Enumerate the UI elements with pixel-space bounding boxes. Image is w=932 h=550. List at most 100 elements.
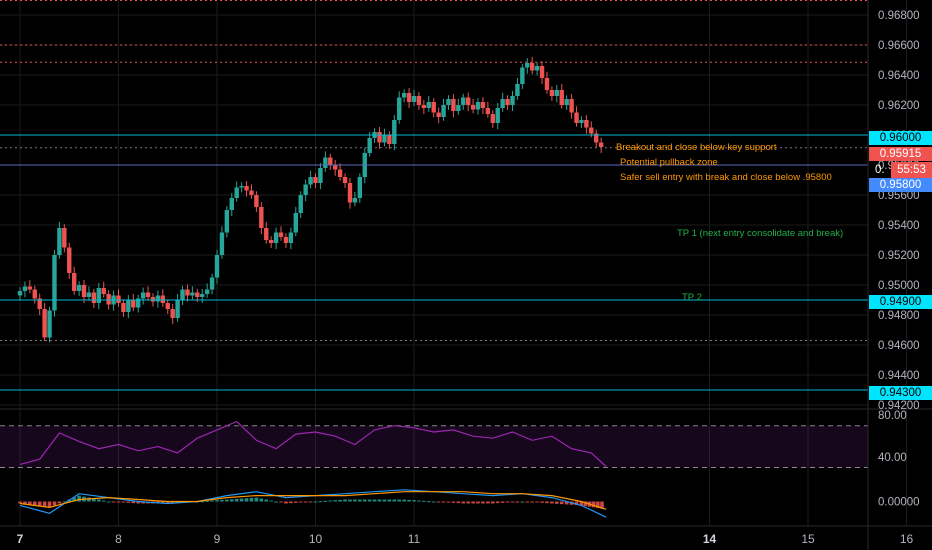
macd-hist-bar: [234, 498, 239, 502]
macd-hist-bar: [596, 501, 600, 509]
macd-hist-bar: [294, 501, 298, 503]
macd-hist-bar: [358, 499, 362, 502]
candle-body: [219, 232, 225, 255]
macd-hist-bar: [540, 501, 544, 503]
macd-hist-bar: [215, 500, 219, 502]
macd-hist-bar: [279, 501, 283, 503]
candle-body: [539, 66, 545, 78]
macd-hist-bar: [136, 501, 140, 504]
x-tick-label: 7: [17, 532, 24, 546]
macd-hist-bar: [530, 501, 534, 503]
candle-body: [278, 232, 284, 237]
macd-hist-bar: [264, 499, 269, 502]
candle-body: [505, 99, 510, 105]
macd-hist-bar: [397, 499, 402, 502]
candle-body: [480, 102, 486, 108]
candle-body: [67, 247, 72, 273]
annotation-breakout: Breakout and close below key support: [616, 142, 777, 153]
candle-body: [510, 96, 515, 105]
candle-body: [249, 190, 254, 195]
macd-hist-bar: [52, 501, 57, 506]
candle-body: [569, 99, 574, 113]
macd-hist-bar: [205, 500, 209, 502]
candle-body: [52, 255, 57, 311]
candle-body: [490, 114, 495, 123]
candle-body: [121, 303, 126, 312]
candle-body: [323, 157, 328, 168]
macd-hist-bar: [372, 499, 377, 502]
macd-hist-bar: [348, 499, 352, 502]
candle-body: [525, 63, 530, 68]
candle-body: [37, 298, 42, 309]
candle-body: [101, 288, 106, 294]
macd-hist-bar: [451, 501, 456, 503]
candle-body: [106, 294, 111, 305]
candle-body: [520, 67, 525, 84]
annotation-pullback: Potential pullback zone: [620, 157, 718, 168]
candle-body: [254, 195, 259, 207]
candle-body: [579, 120, 584, 123]
macd-hist-bar: [486, 501, 490, 504]
y-tick-label: 0.96800: [878, 10, 920, 22]
candle-body: [406, 93, 412, 102]
macd-hist-bar: [500, 501, 505, 503]
macd-hist-bar: [387, 499, 392, 502]
x-tick-label: 16: [900, 532, 914, 546]
candle-body: [140, 292, 146, 299]
candle-body: [441, 105, 446, 117]
candle-body: [367, 138, 372, 153]
macd-hist-bar: [47, 501, 52, 508]
macd-hist-bar: [244, 498, 249, 502]
price-tag-tp2: 0.94900: [869, 295, 932, 309]
candle-body: [382, 135, 387, 143]
candle-body: [190, 292, 195, 296]
candle-body: [229, 198, 234, 210]
macd-hist-bar: [402, 499, 406, 502]
candle-body: [392, 120, 397, 144]
macd-hist-bar: [417, 500, 421, 502]
candle-body: [283, 237, 289, 243]
candle-body: [594, 133, 599, 143]
candle-body: [342, 177, 348, 183]
macd-hist-bar: [407, 499, 411, 502]
candle-body: [352, 198, 358, 203]
y-tick-label: 0.95200: [878, 250, 920, 262]
macd-hist-bar: [481, 501, 485, 504]
macd-hist-bar: [289, 501, 293, 504]
candle-body: [564, 99, 569, 105]
candle-body: [185, 289, 190, 296]
candle-body: [175, 300, 180, 318]
macd-hist-bar: [431, 501, 436, 503]
y-tick-label: 0.94600: [878, 340, 920, 352]
candle-body: [411, 96, 417, 102]
price-tag-support: 0.96000: [869, 131, 932, 145]
macd-hist-bar: [333, 500, 337, 502]
candle-body: [436, 112, 441, 117]
y-tick-label: 0.94400: [878, 370, 920, 382]
y-tick-label: 0.94800: [878, 310, 920, 322]
candle-body: [534, 66, 540, 71]
candle-body: [204, 289, 210, 294]
candle-body: [495, 108, 500, 123]
candle-body: [515, 84, 520, 96]
macd-hist-bar: [600, 501, 604, 509]
macd-hist-bar: [62, 501, 67, 503]
candle-body: [337, 169, 343, 177]
macd-hist-bar: [87, 497, 91, 502]
y-tick-label: 0.95400: [878, 220, 920, 232]
candle-body: [293, 213, 298, 233]
macd-hist-bar: [239, 498, 244, 502]
candle-body: [431, 102, 436, 113]
x-tick-label: 11: [408, 532, 421, 546]
macd-hist-bar: [254, 497, 259, 502]
candle-body: [426, 102, 431, 108]
candle-body: [209, 277, 215, 290]
macd-hist-bar: [313, 501, 318, 503]
candle-body: [584, 120, 589, 128]
macd-hist-bar: [116, 501, 121, 503]
macd-hist-bar: [426, 501, 431, 503]
candle-body: [268, 240, 274, 243]
macd-hist-bar: [343, 499, 347, 502]
candle-body: [47, 310, 52, 338]
